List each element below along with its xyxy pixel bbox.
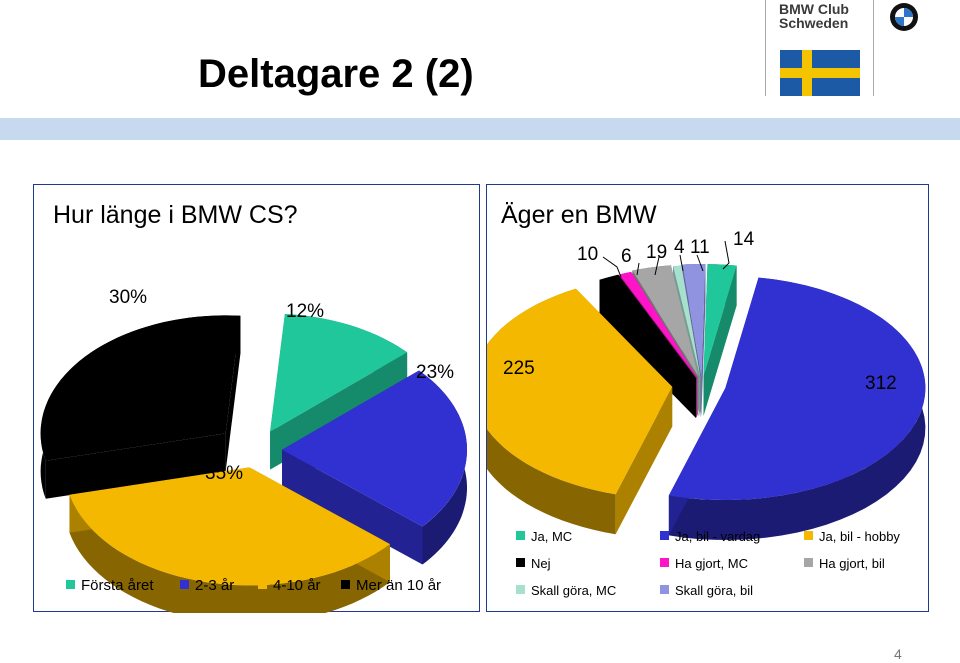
leader-line <box>636 262 640 276</box>
legend-swatch <box>516 558 525 567</box>
legend-swatch <box>660 585 669 594</box>
data-label: 35% <box>205 463 243 484</box>
legend-swatch <box>660 531 669 540</box>
pie-slice-3 <box>487 288 673 535</box>
legend-label: Mer än 10 år <box>356 577 442 594</box>
legend-label: Första året <box>81 577 154 594</box>
legend-label: Ha gjort, bil <box>819 556 885 571</box>
title-band <box>0 118 960 140</box>
leader-line <box>602 256 622 278</box>
legend-swatch <box>516 585 525 594</box>
data-label: 312 <box>865 373 897 394</box>
legend-item: Mer än 10 år <box>341 577 441 595</box>
page-number: 4 <box>894 646 902 662</box>
pie-slice-2 <box>281 370 467 565</box>
legend-swatch <box>180 580 189 589</box>
data-label: 14 <box>733 229 755 250</box>
chart-panel-owns-bmw: Äger en BMW 14 312 225 10 6 19 4 11 Ja, MC Ja, b… <box>486 184 929 612</box>
legend-label: Skall göra, bil <box>675 583 754 598</box>
legend-label: Ja, MC <box>531 529 573 544</box>
data-label: 30% <box>109 287 147 308</box>
pie-slice-top <box>619 271 697 378</box>
legend-item: Ja, bil - hobby <box>804 528 900 546</box>
data-label: 6 <box>621 246 632 267</box>
data-label: 11 <box>690 237 710 258</box>
legend-item: 2-3 år <box>180 577 234 595</box>
leader-line <box>722 240 730 270</box>
pie-slice-top <box>40 315 241 461</box>
pie-slice-cut <box>615 386 673 535</box>
legend-swatch <box>804 531 813 540</box>
legend-item: Skall göra, bil <box>660 582 753 600</box>
chart-panel-membership: Hur länge i BMW CS? 12% 23% 35% 30% Första … <box>33 184 480 613</box>
legend-label: Ja, bil - vardag <box>675 529 761 544</box>
data-label: 23% <box>416 362 454 383</box>
legend-item: Skall göra, MC <box>516 582 616 600</box>
legend-label: Nej <box>531 556 551 571</box>
pie-chart-membership: 12% 23% 35% 30% <box>40 287 467 613</box>
leader-line <box>654 256 660 276</box>
legend-item: Ha gjort, MC <box>660 555 748 573</box>
data-label: 10 <box>577 244 598 265</box>
pie-slice-cut <box>45 433 226 499</box>
pie-slice-top <box>673 265 701 378</box>
pie-chart-owns-bmw: 14 312 225 10 6 19 4 11 <box>487 229 926 540</box>
pie-slice-side <box>69 494 390 613</box>
legend-item: Ja, bil - vardag <box>660 528 760 546</box>
slide-title: Deltagare 2 (2) <box>198 52 474 96</box>
swedish-flag-icon <box>780 50 860 96</box>
legend-swatch <box>258 580 267 589</box>
pie-slice-top <box>487 288 673 495</box>
legend-item: Nej <box>516 555 551 573</box>
legend-item: Första året <box>66 577 154 595</box>
pie-slice-cut <box>703 265 737 417</box>
logo-divider-right <box>873 0 874 96</box>
pie-slice-4 <box>599 274 696 418</box>
data-label: 225 <box>503 358 535 379</box>
pie-slice-top <box>632 265 699 377</box>
legend-swatch <box>660 558 669 567</box>
pie-slice-3 <box>69 467 390 613</box>
pie-slice-cut <box>281 449 423 565</box>
legend-swatch <box>66 580 75 589</box>
pie-slice-cut <box>701 264 706 417</box>
leader-line <box>679 254 684 272</box>
legend-label: Skall göra, MC <box>531 583 617 598</box>
legend-item: Ha gjort, bil <box>804 555 885 573</box>
legend-swatch <box>341 580 350 589</box>
pie-slice-top <box>703 264 737 377</box>
pie-slice-top <box>270 314 408 432</box>
pie-slice-cut <box>225 315 241 472</box>
pie-slice-top <box>599 274 696 378</box>
pie-slice-4 <box>40 315 241 499</box>
legend-swatch <box>804 558 813 567</box>
pie-slice-top <box>69 467 390 586</box>
chart-title: Hur länge i BMW CS? <box>53 201 298 229</box>
pie-slice-top <box>281 370 467 527</box>
legend-item: 4-10 år <box>258 577 321 595</box>
legend-label: 4-10 år <box>273 577 321 594</box>
pie-slice-top <box>668 277 926 501</box>
data-label: 4 <box>674 237 685 258</box>
logo-divider-left <box>765 0 766 96</box>
data-label: 12% <box>286 301 324 322</box>
legend-label: Ha gjort, MC <box>675 556 748 571</box>
legend-label: Ja, bil - hobby <box>819 529 900 544</box>
club-logo: BMW Club Schweden <box>765 0 935 98</box>
legend-swatch <box>516 531 525 540</box>
chart-title: Äger en BMW <box>501 201 657 229</box>
pie-slice-top <box>682 264 706 377</box>
club-name: BMW Club Schweden <box>779 1 849 31</box>
pie-slice-2 <box>668 277 926 540</box>
pie-slice-1 <box>703 264 737 417</box>
legend-label: 2-3 år <box>195 577 235 594</box>
legend-item: Ja, MC <box>516 528 572 546</box>
bmw-roundel-icon <box>890 3 918 31</box>
data-label: 19 <box>646 242 667 263</box>
leader-line <box>696 254 704 272</box>
